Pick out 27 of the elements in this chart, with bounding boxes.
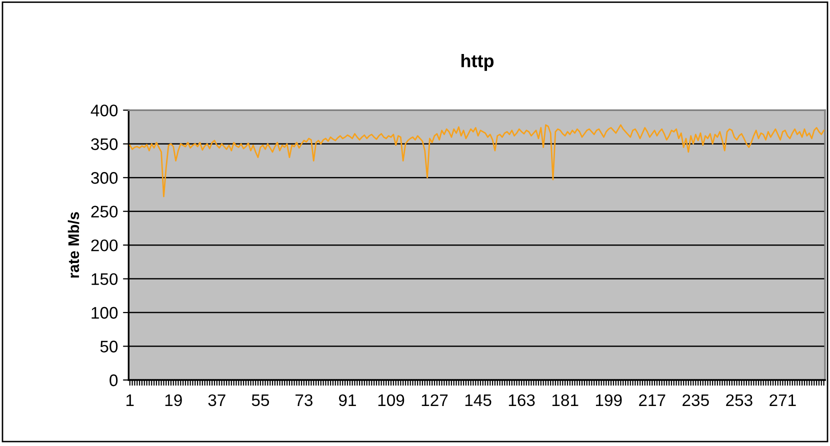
y-tick-label: 0 — [110, 374, 118, 386]
x-tick-label: 91 — [338, 394, 356, 406]
x-tick-label: 1 — [126, 394, 134, 406]
y-tick-label: 150 — [92, 273, 118, 286]
y-tick-label: 200 — [91, 239, 118, 252]
x-tick-label: 199 — [596, 394, 622, 406]
y-tick-label: 100 — [92, 306, 118, 319]
x-tick-label: 145 — [465, 394, 492, 406]
x-tick-label: 235 — [682, 394, 709, 406]
x-tick-label: 271 — [770, 394, 796, 406]
x-tick-label: 73 — [296, 394, 312, 406]
x-tick-label: 37 — [208, 394, 226, 406]
x-tick-label: 127 — [422, 394, 448, 406]
x-tick-label: 55 — [252, 394, 269, 406]
y-tick-label: 250 — [91, 206, 118, 218]
y-tick-label: 400 — [90, 104, 118, 116]
y-axis-title: rate Mb/s — [68, 212, 80, 278]
x-tick-label: 217 — [639, 394, 666, 406]
x-tick-label: 19 — [165, 394, 182, 406]
x-tick-label: 253 — [726, 394, 752, 406]
chart-title: http — [461, 54, 494, 71]
x-tick-label: 163 — [508, 394, 535, 406]
x-tick-label: 181 — [552, 394, 578, 406]
x-tick-label: 109 — [378, 394, 404, 406]
y-tick-label: 350 — [91, 138, 118, 150]
y-tick-label: 50 — [100, 340, 118, 352]
y-tick-label: 300 — [91, 172, 118, 184]
